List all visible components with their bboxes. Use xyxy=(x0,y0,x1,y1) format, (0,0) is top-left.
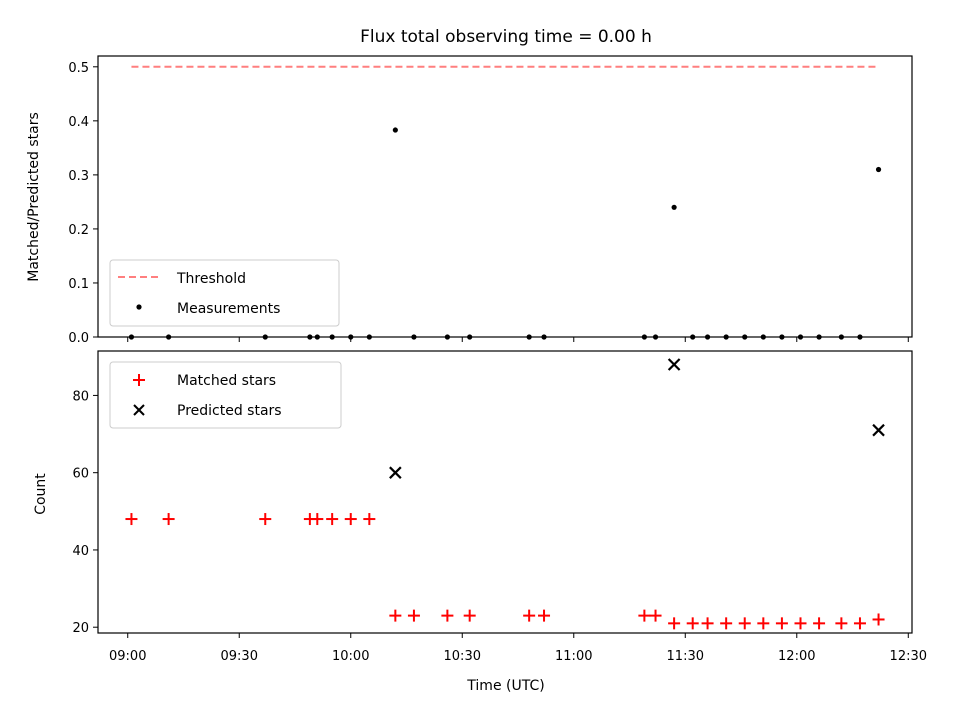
chart-title: Flux total observing time = 0.00 h xyxy=(360,27,652,47)
matched-star-point-15 xyxy=(649,609,662,622)
bottom-panel: 20 40 60 80 09:00 09:30 10:00 10:30 11:00 11:30 1… xyxy=(33,350,927,694)
bottom-y-axis-label: Count xyxy=(33,473,49,515)
matched-star-point-23 xyxy=(794,617,807,630)
top-y-axis-label: Matched/Predicted stars xyxy=(26,112,42,282)
xtick-label-2: 10:00 xyxy=(332,649,369,664)
matched-star-point-1 xyxy=(162,513,175,526)
matched-star-point-6 xyxy=(344,513,357,526)
measurement-point-8 xyxy=(392,127,398,133)
bottom-marks xyxy=(125,358,885,630)
matched-star-point-24 xyxy=(813,617,826,630)
xtick-label-4: 11:00 xyxy=(555,649,592,664)
top-ytick-label-0: 0.0 xyxy=(68,331,89,346)
predicted-star-point-0 xyxy=(389,466,402,479)
measurements-legend-label: Measurements xyxy=(177,301,280,317)
predicted-star-point-1 xyxy=(667,358,681,371)
matched-star-point-7 xyxy=(363,513,376,526)
top-panel: Flux total observing time = 0.00 h 0.00.… xyxy=(26,27,913,346)
xtick-label-1: 09:30 xyxy=(221,649,258,664)
bottom-ytick-label-2: 60 xyxy=(72,467,89,482)
matched-star-point-13 xyxy=(538,609,551,622)
predicted-star-point-1-b xyxy=(667,358,681,371)
matched-star-point-27 xyxy=(872,613,885,626)
bottom-ytick-label-3: 80 xyxy=(72,389,89,404)
bottom-ytick-label-0: 20 xyxy=(72,621,89,636)
matched-star-point-14 xyxy=(638,609,651,622)
matched-star-point-26 xyxy=(853,617,866,630)
top-ytick-label-1: 0.1 xyxy=(68,277,89,292)
predicted-star-point-2 xyxy=(872,423,885,437)
bottom-x-ticks: 09:00 09:30 10:00 10:30 11:00 11:30 12:00 12:30 xyxy=(109,633,927,664)
matched-star-point-22 xyxy=(775,617,788,630)
top-x-ticks xyxy=(127,337,909,342)
matched-star-point-25 xyxy=(835,617,848,630)
threshold-legend-label: Threshold xyxy=(176,271,246,287)
matched-star-point-21 xyxy=(757,617,770,630)
bottom-y-ticks: 20 40 60 80 xyxy=(72,389,98,636)
top-axes-frame xyxy=(97,55,913,338)
x-axis-label: Time (UTC) xyxy=(466,678,544,694)
matched-star-point-16 xyxy=(668,617,681,630)
matched-star-point-10 xyxy=(441,609,454,622)
predicted-stars-legend-icon xyxy=(133,404,145,416)
xtick-label-3: 10:30 xyxy=(444,649,481,664)
top-ytick-label-3: 0.3 xyxy=(68,169,89,184)
matched-star-point-12 xyxy=(523,609,536,622)
matched-star-point-4 xyxy=(311,513,324,526)
predicted-star-point-0-b xyxy=(389,466,402,479)
matched-stars-legend-icon xyxy=(133,374,145,386)
bottom-legend[interactable]: Matched stars Predicted stars xyxy=(109,361,342,429)
top-legend-box xyxy=(109,259,340,327)
matched-star-point-8 xyxy=(389,609,402,622)
top-ytick-label-4: 0.4 xyxy=(68,115,89,130)
xtick-label-6: 12:00 xyxy=(778,649,815,664)
measurement-point-27 xyxy=(875,166,882,173)
bottom-legend-box xyxy=(109,361,342,429)
matched-star-point-11 xyxy=(463,609,476,622)
measurements-legend-icon xyxy=(136,304,142,310)
bottom-axes-frame xyxy=(97,350,913,634)
matched-star-point-18 xyxy=(701,617,714,630)
matched-star-point-0 xyxy=(125,513,138,526)
xtick-label-7: 12:30 xyxy=(890,649,927,664)
matched-stars-legend-label: Matched stars xyxy=(177,373,276,389)
predicted-stars-legend-label: Predicted stars xyxy=(177,403,282,419)
matched-star-point-19 xyxy=(720,617,733,630)
xtick-label-5: 11:30 xyxy=(667,649,704,664)
matched-star-point-17 xyxy=(686,617,699,630)
matched-star-point-2 xyxy=(259,513,272,526)
matched-star-point-9 xyxy=(407,609,420,622)
top-ytick-label-2: 0.2 xyxy=(68,223,89,238)
measurement-point-16 xyxy=(671,204,677,210)
top-y-ticks: 0.0 0.1 0.2 0.3 0.4 0.5 xyxy=(68,61,98,346)
top-legend[interactable]: Threshold Measurements xyxy=(109,259,340,327)
matched-star-point-20 xyxy=(738,617,751,630)
predicted-star-point-2-b xyxy=(872,423,885,437)
xtick-label-0: 09:00 xyxy=(109,649,146,664)
matched-star-point-5 xyxy=(326,513,339,526)
bottom-ytick-label-1: 40 xyxy=(72,544,89,559)
top-ytick-label-5: 0.5 xyxy=(68,61,89,76)
